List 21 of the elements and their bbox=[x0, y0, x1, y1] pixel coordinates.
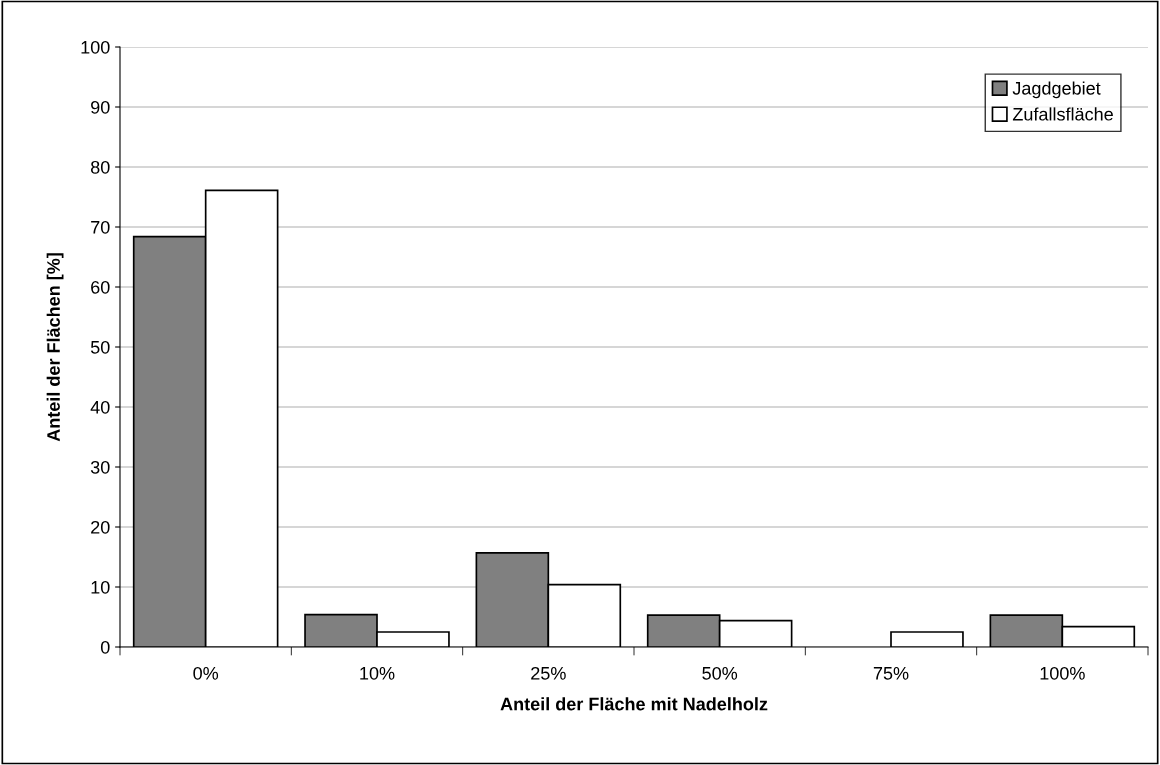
y-tick-label: 60 bbox=[91, 280, 110, 294]
legend-label: Jagdgebiet bbox=[1012, 81, 1101, 99]
x-tick-label: 25% bbox=[531, 666, 566, 680]
y-tick-label: 20 bbox=[91, 520, 110, 534]
y-tick-label: 100 bbox=[81, 40, 110, 54]
x-tick-label: 10% bbox=[360, 666, 395, 680]
x-tick-label: 100% bbox=[1040, 666, 1085, 680]
y-tick-label: 90 bbox=[91, 100, 110, 114]
y-tick-label: 10 bbox=[91, 580, 110, 594]
x-tick-label: 50% bbox=[702, 666, 738, 680]
y-tick-label: 50 bbox=[90, 340, 110, 354]
y-tick-label: 0 bbox=[100, 640, 110, 654]
y-tick-label: 70 bbox=[91, 220, 110, 234]
legend-label: Zufallsfläche bbox=[1012, 107, 1113, 121]
y-tick-label: 40 bbox=[90, 400, 110, 414]
x-tick-label: 0% bbox=[193, 666, 219, 680]
x-axis-title: Anteil der Fläche mit Nadelholz bbox=[500, 697, 768, 711]
y-tick-label: 30 bbox=[90, 460, 110, 474]
x-tick-label: 75% bbox=[873, 667, 909, 680]
y-tick-label: 80 bbox=[90, 160, 110, 174]
y-axis-title: Anteil der Flächen [%] bbox=[46, 253, 64, 442]
